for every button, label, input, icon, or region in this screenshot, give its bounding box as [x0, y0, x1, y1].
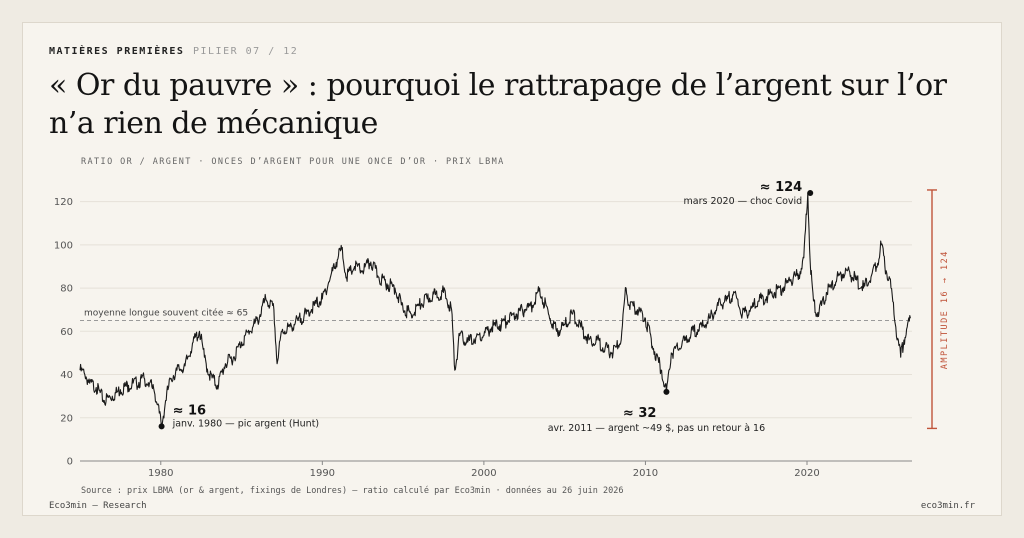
- annotation-point: [807, 189, 814, 196]
- x-tick-label: 1980: [148, 468, 173, 479]
- annotation-value: ≈ 32: [623, 406, 657, 421]
- annotation-label: mars 2020 — choc Covid: [684, 196, 803, 207]
- x-tick-label: 1990: [310, 468, 335, 479]
- annotation-label: janv. 1980 — pic argent (Hunt): [172, 418, 320, 429]
- chart-subtitle: RATIO OR / ARGENT · ONCES D’ARGENT POUR …: [81, 157, 505, 167]
- brand-left: Eco3min — Research: [49, 501, 147, 511]
- source-note: Source : prix LBMA (or & argent, fixings…: [81, 486, 624, 496]
- x-tick-label: 2000: [471, 468, 496, 479]
- y-tick-label: 120: [54, 197, 73, 208]
- annotation-point: [158, 423, 165, 430]
- section-kicker: MATIÈRES PREMIÈRES: [49, 46, 185, 57]
- annotation-value: ≈ 124: [760, 180, 803, 195]
- annotation-label: avr. 2011 — argent ~49 $, pas un retour …: [548, 423, 765, 434]
- x-tick-label: 2010: [633, 468, 658, 479]
- annotation-point: [663, 388, 670, 395]
- annotation-value: ≈ 16: [173, 403, 207, 418]
- amplitude-label: AMPLITUDE 16 → 124: [940, 250, 950, 369]
- x-tick-label: 2020: [794, 468, 819, 479]
- y-tick-label: 0: [67, 457, 73, 468]
- brand-right: eco3min.fr: [920, 501, 975, 511]
- ratio-line: [79, 192, 911, 427]
- y-tick-label: 20: [60, 413, 73, 424]
- y-tick-label: 40: [60, 370, 73, 381]
- page-title: « Or du pauvre » : pourquoi le rattrapag…: [49, 68, 947, 141]
- y-tick-label: 60: [60, 327, 73, 338]
- y-tick-label: 100: [54, 240, 73, 251]
- chart-card: MATIÈRES PREMIÈRES PILIER 07 / 12 « Or d…: [22, 22, 1002, 516]
- pillar-label: PILIER 07 / 12: [193, 46, 299, 57]
- reference-line-label: moyenne longue souvent citée ≈ 65: [84, 308, 248, 319]
- y-tick-label: 80: [60, 284, 73, 295]
